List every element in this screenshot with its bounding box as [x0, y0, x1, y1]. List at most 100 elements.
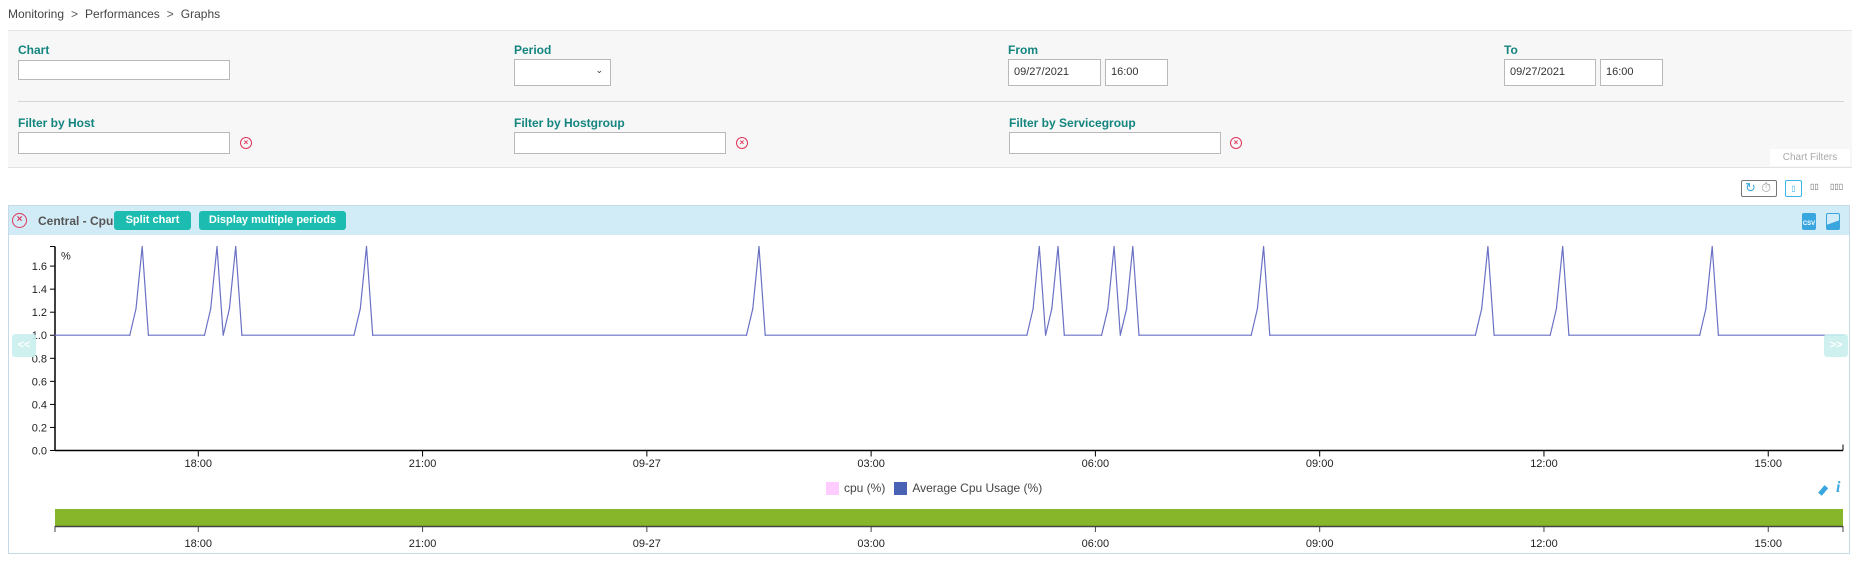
- period-select[interactable]: ⌄: [514, 59, 611, 86]
- data-point: [1032, 308, 1034, 310]
- data-point: [1263, 245, 1265, 248]
- data-point: [216, 245, 218, 248]
- display-multiple-periods-button[interactable]: Display multiple periods: [199, 211, 346, 230]
- data-point: [752, 308, 754, 310]
- data-point: [1705, 308, 1707, 310]
- servicegroup-filter-label: Filter by Servicegroup: [1009, 116, 1136, 130]
- chart-title: Central - Cpu: [38, 214, 114, 228]
- data-point: [1044, 334, 1047, 336]
- clear-servicegroup-filter-icon[interactable]: ×: [1230, 137, 1242, 149]
- data-point: [1038, 245, 1040, 248]
- breadcrumb-separator: >: [166, 7, 174, 21]
- y-tick-label: 0.0: [32, 446, 47, 458]
- legend-swatch-average-cpu: [894, 481, 908, 495]
- servicegroup-filter-input[interactable]: [1009, 132, 1221, 154]
- data-point: [372, 334, 374, 336]
- data-point: [1125, 308, 1128, 310]
- y-tick-label: 1.4: [32, 284, 47, 296]
- y-tick-label: 0.2: [32, 422, 47, 434]
- data-point: [1481, 308, 1483, 310]
- chevron-down-icon: ⌄: [595, 65, 603, 75]
- to-time-input[interactable]: 16:00: [1600, 59, 1663, 86]
- host-filter-label: Filter by Host: [18, 116, 95, 130]
- period-label: Period: [514, 43, 552, 57]
- filter-divider: [18, 101, 1844, 102]
- remove-chart-icon[interactable]: ×: [12, 213, 27, 228]
- navigator-tick-label: 09:00: [1306, 538, 1334, 550]
- navigator-tick-label: 21:00: [409, 538, 437, 550]
- clear-hostgroup-filter-icon[interactable]: ×: [736, 137, 748, 149]
- legend-item-cpu[interactable]: cpu (%): [844, 481, 886, 495]
- breadcrumb-separator: >: [71, 7, 79, 21]
- data-point: [365, 245, 368, 248]
- next-period-button[interactable]: >>: [1824, 334, 1848, 357]
- y-tick-label: 1.6: [32, 261, 47, 273]
- navigator-tick-label: 09-27: [633, 538, 661, 550]
- data-point: [1107, 308, 1109, 310]
- legend-swatch-cpu: [826, 481, 839, 495]
- y-tick-label: 1.2: [32, 307, 47, 319]
- chart-svg: %0.00.20.40.60.81.01.21.41.618:0018:0021…: [32, 245, 1844, 550]
- data-point: [1101, 334, 1103, 336]
- data-point: [1063, 334, 1065, 336]
- data-point: [1026, 334, 1028, 336]
- info-icon[interactable]: i: [1836, 479, 1841, 496]
- y-unit-marker: %: [61, 251, 71, 263]
- layout-3-columns-icon[interactable]: ▯▯▯: [1830, 182, 1844, 191]
- layout-1-column-icon[interactable]: ▯: [1785, 180, 1802, 197]
- data-point: [1250, 334, 1252, 336]
- from-label: From: [1008, 43, 1038, 57]
- image-export-icon[interactable]: [1826, 213, 1840, 230]
- filter-panel: [8, 30, 1852, 168]
- x-tick-label: 03:00: [857, 458, 885, 470]
- layout-2-columns-icon[interactable]: ▯▯: [1810, 182, 1819, 191]
- hostgroup-filter-input[interactable]: [514, 132, 726, 154]
- data-point: [1568, 334, 1570, 336]
- hostgroup-filter-label: Filter by Hostgroup: [514, 116, 625, 130]
- split-chart-button[interactable]: Split chart: [114, 211, 191, 230]
- chart-label: Chart: [18, 43, 50, 57]
- from-date-input[interactable]: 09/27/2021: [1008, 59, 1101, 86]
- to-label: To: [1504, 43, 1518, 57]
- breadcrumb-monitoring[interactable]: Monitoring: [8, 7, 65, 21]
- chart-legend: cpu (%) Average Cpu Usage (%): [826, 481, 1042, 495]
- data-point: [1711, 245, 1713, 248]
- breadcrumb-performances[interactable]: Performances: [85, 7, 160, 21]
- timer-icon[interactable]: ⏱: [1761, 180, 1772, 195]
- data-point: [203, 334, 206, 336]
- breadcrumb: Monitoring > Performances > Graphs: [8, 7, 220, 21]
- from-time-input[interactable]: 16:00: [1105, 59, 1168, 86]
- host-filter-input[interactable]: [18, 132, 230, 154]
- data-point: [235, 245, 237, 248]
- navigator-tick-label: 12:00: [1530, 538, 1558, 550]
- previous-period-button[interactable]: <<: [12, 334, 36, 357]
- data-point: [359, 308, 361, 310]
- data-point: [135, 308, 137, 310]
- navigator-tick-label: 06:00: [1082, 538, 1110, 550]
- csv-export-icon[interactable]: CSV: [1802, 213, 1816, 230]
- x-tick-label: 21:00: [409, 458, 437, 470]
- refresh-group: ↻ ⏱: [1741, 180, 1777, 197]
- navigator-range-bar: [55, 509, 1843, 526]
- data-point: [1138, 334, 1140, 336]
- data-point: [1113, 245, 1115, 248]
- data-point: [141, 245, 143, 248]
- data-point: [745, 334, 748, 336]
- breadcrumb-graphs[interactable]: Graphs: [180, 7, 221, 21]
- x-tick-label: 09:00: [1306, 458, 1334, 470]
- chart-input[interactable]: [18, 60, 230, 80]
- data-point: [241, 334, 243, 336]
- data-point: [1549, 334, 1551, 336]
- chart-filters-tab[interactable]: Chart Filters: [1770, 149, 1850, 166]
- data-point: [147, 334, 150, 336]
- series-line-1: [55, 246, 1843, 336]
- refresh-icon[interactable]: ↻: [1745, 180, 1756, 195]
- y-tick-label: 0.4: [32, 399, 47, 411]
- data-point: [210, 308, 212, 310]
- legend-item-average-cpu[interactable]: Average Cpu Usage (%): [912, 481, 1043, 495]
- to-date-input[interactable]: 09/27/2021: [1504, 59, 1596, 86]
- data-point: [1555, 308, 1558, 310]
- x-tick-label: 12:00: [1530, 458, 1558, 470]
- clear-host-filter-icon[interactable]: ×: [240, 137, 252, 149]
- x-tick-label: 09-27: [633, 458, 661, 470]
